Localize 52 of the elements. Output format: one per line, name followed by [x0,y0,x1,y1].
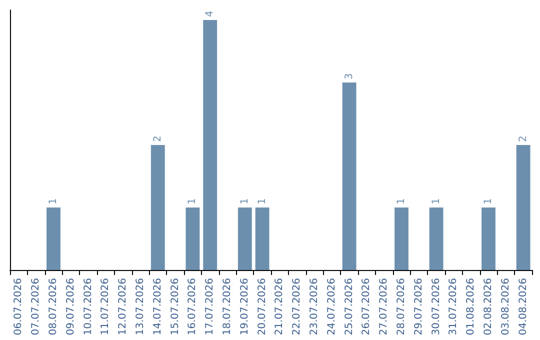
x-tick-label: 07.07.2026 [30,278,42,336]
x-tick-label: 28.07.2026 [396,278,407,336]
bar [238,208,252,270]
x-tick-label: 30.07.2026 [430,278,442,336]
data-label: 4 [204,10,216,17]
bar [482,208,496,270]
x-tick-label: 16.07.2026 [187,278,198,336]
x-tick-label: 11.07.2026 [100,278,112,336]
data-label: 1 [430,198,442,204]
data-label: 1 [239,198,250,204]
data-label: 1 [187,198,198,204]
data-label: 1 [256,198,268,204]
data-label: 1 [483,198,494,204]
x-tick-label: 22.07.2026 [292,278,303,336]
bar [150,145,165,270]
x-tick-label: 12.07.2026 [118,278,129,336]
x-tick-label: 17.07.2026 [204,278,216,336]
x-tick-label: 04.08.2026 [518,278,529,336]
x-tick-label: 19.07.2026 [239,278,250,336]
x-tick-label: 24.07.2026 [326,278,338,336]
x-tick-label: 14.07.2026 [152,278,164,336]
data-label: 1 [48,198,59,204]
data-label: 2 [518,136,529,142]
x-tick-label: 08.07.2026 [48,278,59,336]
x-tick-label: 13.07.2026 [135,278,146,336]
x-tick-label: 09.07.2026 [65,278,76,336]
x-tick-label: 03.08.2026 [500,278,512,336]
bar [186,208,200,270]
x-tick-label: 10.07.2026 [82,278,94,336]
x-tick-label: 18.07.2026 [222,278,233,336]
bar [203,20,218,270]
x-tick-label: 26.07.2026 [361,278,372,336]
data-label: 2 [152,136,164,142]
x-tick-label: 27.07.2026 [378,278,390,336]
bar [429,208,444,270]
x-tick-label: 15.07.2026 [170,278,181,336]
bar [46,208,60,270]
bar [342,82,356,270]
x-tick-label: 25.07.2026 [344,278,355,336]
x-tick-label: 02.08.2026 [483,278,494,336]
x-tick-label: 21.07.2026 [274,278,286,336]
bar [255,208,270,270]
x-tick-label: 01.08.2026 [466,278,477,336]
bar [516,145,530,270]
data-label: 3 [344,73,355,80]
x-tick-label: 23.07.2026 [309,278,320,336]
bar [394,208,408,270]
x-tick-label: 20.07.2026 [256,278,268,336]
x-tick-label: 29.07.2026 [413,278,424,336]
x-tick-label: 31.07.2026 [448,278,460,336]
data-label: 1 [396,198,407,204]
x-tick-label: 06.07.2026 [13,278,24,336]
